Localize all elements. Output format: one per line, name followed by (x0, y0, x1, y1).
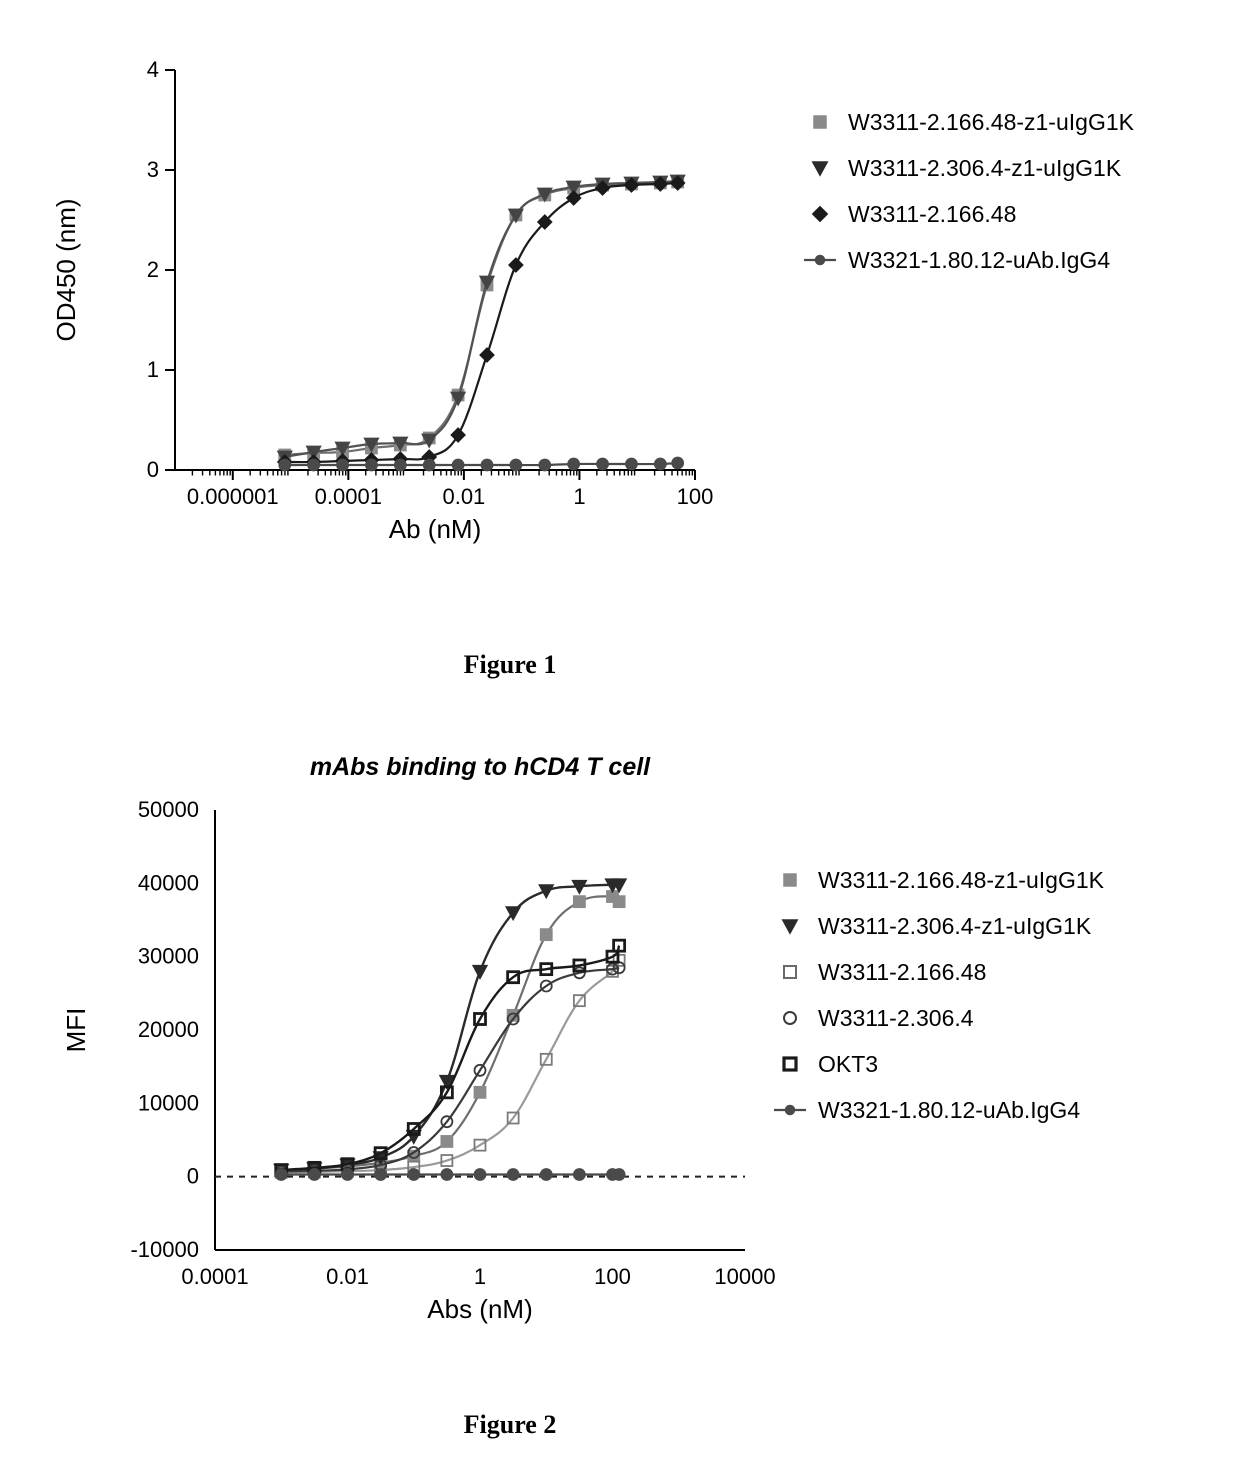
figure-1-caption: Figure 1 (410, 650, 610, 680)
svg-text:W3311-2.166.48: W3311-2.166.48 (848, 201, 1016, 227)
svg-text:10000: 10000 (714, 1264, 775, 1289)
legend-item: W3311-2.166.48-z1-uIgG1K (784, 867, 1105, 893)
svg-text:0.0001: 0.0001 (181, 1264, 248, 1289)
svg-text:0: 0 (187, 1164, 199, 1189)
svg-text:40000: 40000 (138, 870, 199, 895)
svg-text:MFI: MFI (61, 1008, 91, 1053)
svg-text:20000: 20000 (138, 1017, 199, 1042)
svg-text:0: 0 (147, 457, 159, 482)
svg-text:100: 100 (594, 1264, 631, 1289)
svg-text:10000: 10000 (138, 1090, 199, 1115)
svg-text:W3311-2.306.4-z1-uIgG1K: W3311-2.306.4-z1-uIgG1K (818, 913, 1092, 939)
svg-text:4: 4 (147, 57, 159, 82)
svg-text:0.01: 0.01 (442, 484, 485, 509)
svg-text:3: 3 (147, 157, 159, 182)
svg-text:OD450 (nm): OD450 (nm) (51, 198, 81, 341)
legend-item: W3311-2.306.4-z1-uIgG1K (783, 913, 1092, 939)
svg-text:1: 1 (474, 1264, 486, 1289)
page: 0 1 2 3 4 OD450 (nm) 0.000001 0.0001 0.01 1 100 Ab … (0, 0, 1240, 1473)
svg-text:W3311-2.166.48-z1-uIgG1K: W3311-2.166.48-z1-uIgG1K (818, 867, 1105, 893)
figure-1-chart: 0 1 2 3 4 OD450 (nm) 0.000001 0.0001 0.01 1 100 Ab … (30, 30, 1210, 590)
svg-text:Abs (nM): Abs (nM) (427, 1294, 532, 1324)
legend-item: W3311-2.166.48-z1-uIgG1K (814, 109, 1135, 135)
svg-text:W3311-2.166.48-z1-uIgG1K: W3311-2.166.48-z1-uIgG1K (848, 109, 1135, 135)
svg-text:mAbs binding to hCD4 T cell: mAbs binding to hCD4 T cell (310, 753, 651, 781)
legend-item: W3321-1.80.12-uAb.IgG4 (804, 247, 1110, 273)
svg-text:50000: 50000 (138, 797, 199, 822)
svg-text:0.000001: 0.000001 (187, 484, 279, 509)
svg-text:W3311-2.306.4: W3311-2.306.4 (818, 1005, 974, 1031)
svg-text:2: 2 (147, 257, 159, 282)
svg-text:1: 1 (573, 484, 585, 509)
figure-2-container: mAbs binding to hCD4 T cell -10000 0 10000 2… (30, 740, 1210, 1460)
figure-2-caption: Figure 2 (410, 1410, 610, 1440)
legend-item: W3311-2.166.48 (813, 201, 1017, 227)
figure-2-chart: mAbs binding to hCD4 T cell -10000 0 10000 2… (30, 740, 1210, 1360)
svg-text:W3311-2.306.4-z1-uIgG1K: W3311-2.306.4-z1-uIgG1K (848, 155, 1122, 181)
legend-item: OKT3 (784, 1051, 878, 1077)
svg-text:0.0001: 0.0001 (315, 484, 382, 509)
svg-text:W3321-1.80.12-uAb.IgG4: W3321-1.80.12-uAb.IgG4 (848, 247, 1110, 273)
svg-text:W3321-1.80.12-uAb.IgG4: W3321-1.80.12-uAb.IgG4 (818, 1097, 1080, 1123)
svg-text:1: 1 (147, 357, 159, 382)
svg-text:100: 100 (677, 484, 714, 509)
svg-text:OKT3: OKT3 (818, 1051, 878, 1077)
svg-text:Ab (nM): Ab (nM) (389, 514, 481, 544)
legend-item: W3311-2.166.48 (784, 959, 986, 985)
figure-1-container: 0 1 2 3 4 OD450 (nm) 0.000001 0.0001 0.01 1 100 Ab … (30, 30, 1210, 710)
legend-item: W3321-1.80.12-uAb.IgG4 (774, 1097, 1080, 1123)
svg-text:W3311-2.166.48: W3311-2.166.48 (818, 959, 986, 985)
legend-item: W3311-2.306.4 (784, 1005, 974, 1031)
legend-item: W3311-2.306.4-z1-uIgG1K (813, 155, 1122, 181)
svg-text:30000: 30000 (138, 944, 199, 969)
svg-text:-10000: -10000 (130, 1237, 199, 1262)
svg-text:0.01: 0.01 (326, 1264, 369, 1289)
